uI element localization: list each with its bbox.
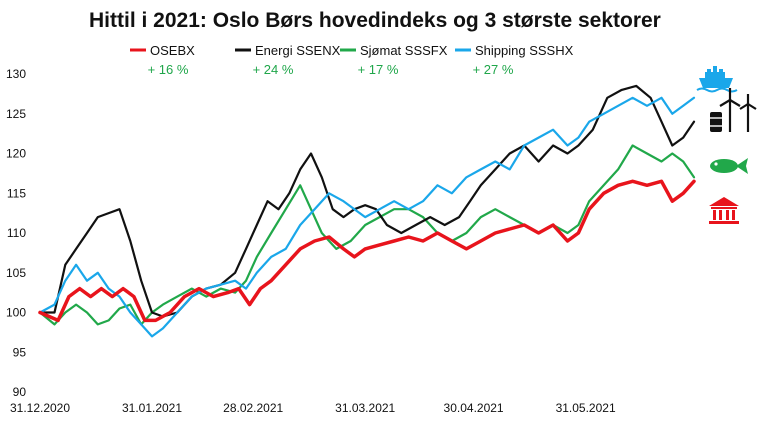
x-tick-label: 30.04.2021 [444,401,504,415]
chart-title: Hittil i 2021: Oslo Børs hovedindeks og … [89,9,661,32]
y-tick-label: 130 [6,67,26,81]
legend-change: + 17 % [358,62,399,77]
y-tick-label: 105 [6,266,26,280]
series-line-sj-mat-sssfx [38,144,696,326]
legend-label: Shipping SSSHX [475,43,574,58]
x-tick-label: 31.03.2021 [335,401,395,415]
x-tick-label: 31.05.2021 [556,401,616,415]
x-tick-label: 31.01.2021 [122,401,182,415]
legend-change: + 24 % [253,62,294,77]
y-tick-label: 110 [7,226,26,240]
y-tick-label: 90 [13,385,27,399]
legend-label: Sjømat SSSFX [360,43,448,58]
series-line-osebx [38,179,696,323]
sector-icons [696,66,757,224]
legend: OSEBX + 16 % Energi SSENX + 24 % Sjømat SSSF… [130,43,574,77]
legend-label: Energi SSENX [255,43,341,58]
series-line-energi-ssenx [38,84,696,318]
plot-area [38,84,696,338]
y-tick-label: 120 [6,147,26,161]
x-tick-label: 31.12.2020 [10,401,70,415]
energy-icon [710,88,757,132]
y-tick-label: 100 [6,306,26,320]
fish-icon [710,158,748,174]
y-tick-label: 115 [7,186,26,200]
ship-icon [696,66,738,93]
x-tick-label: 28.02.2021 [223,401,283,415]
y-axis: 90 95 100 105 110 115 120 125 130 [6,67,26,399]
x-axis: 31.12.2020 31.01.2021 28.02.2021 31.03.2021… [10,401,616,415]
bank-icon [709,197,739,224]
legend-label: OSEBX [150,43,195,58]
series-line-shipping-ssshx [38,96,696,338]
y-tick-label: 125 [6,107,26,121]
legend-change: + 27 % [473,62,514,77]
y-tick-label: 95 [13,345,27,359]
legend-change: + 16 % [148,62,189,77]
